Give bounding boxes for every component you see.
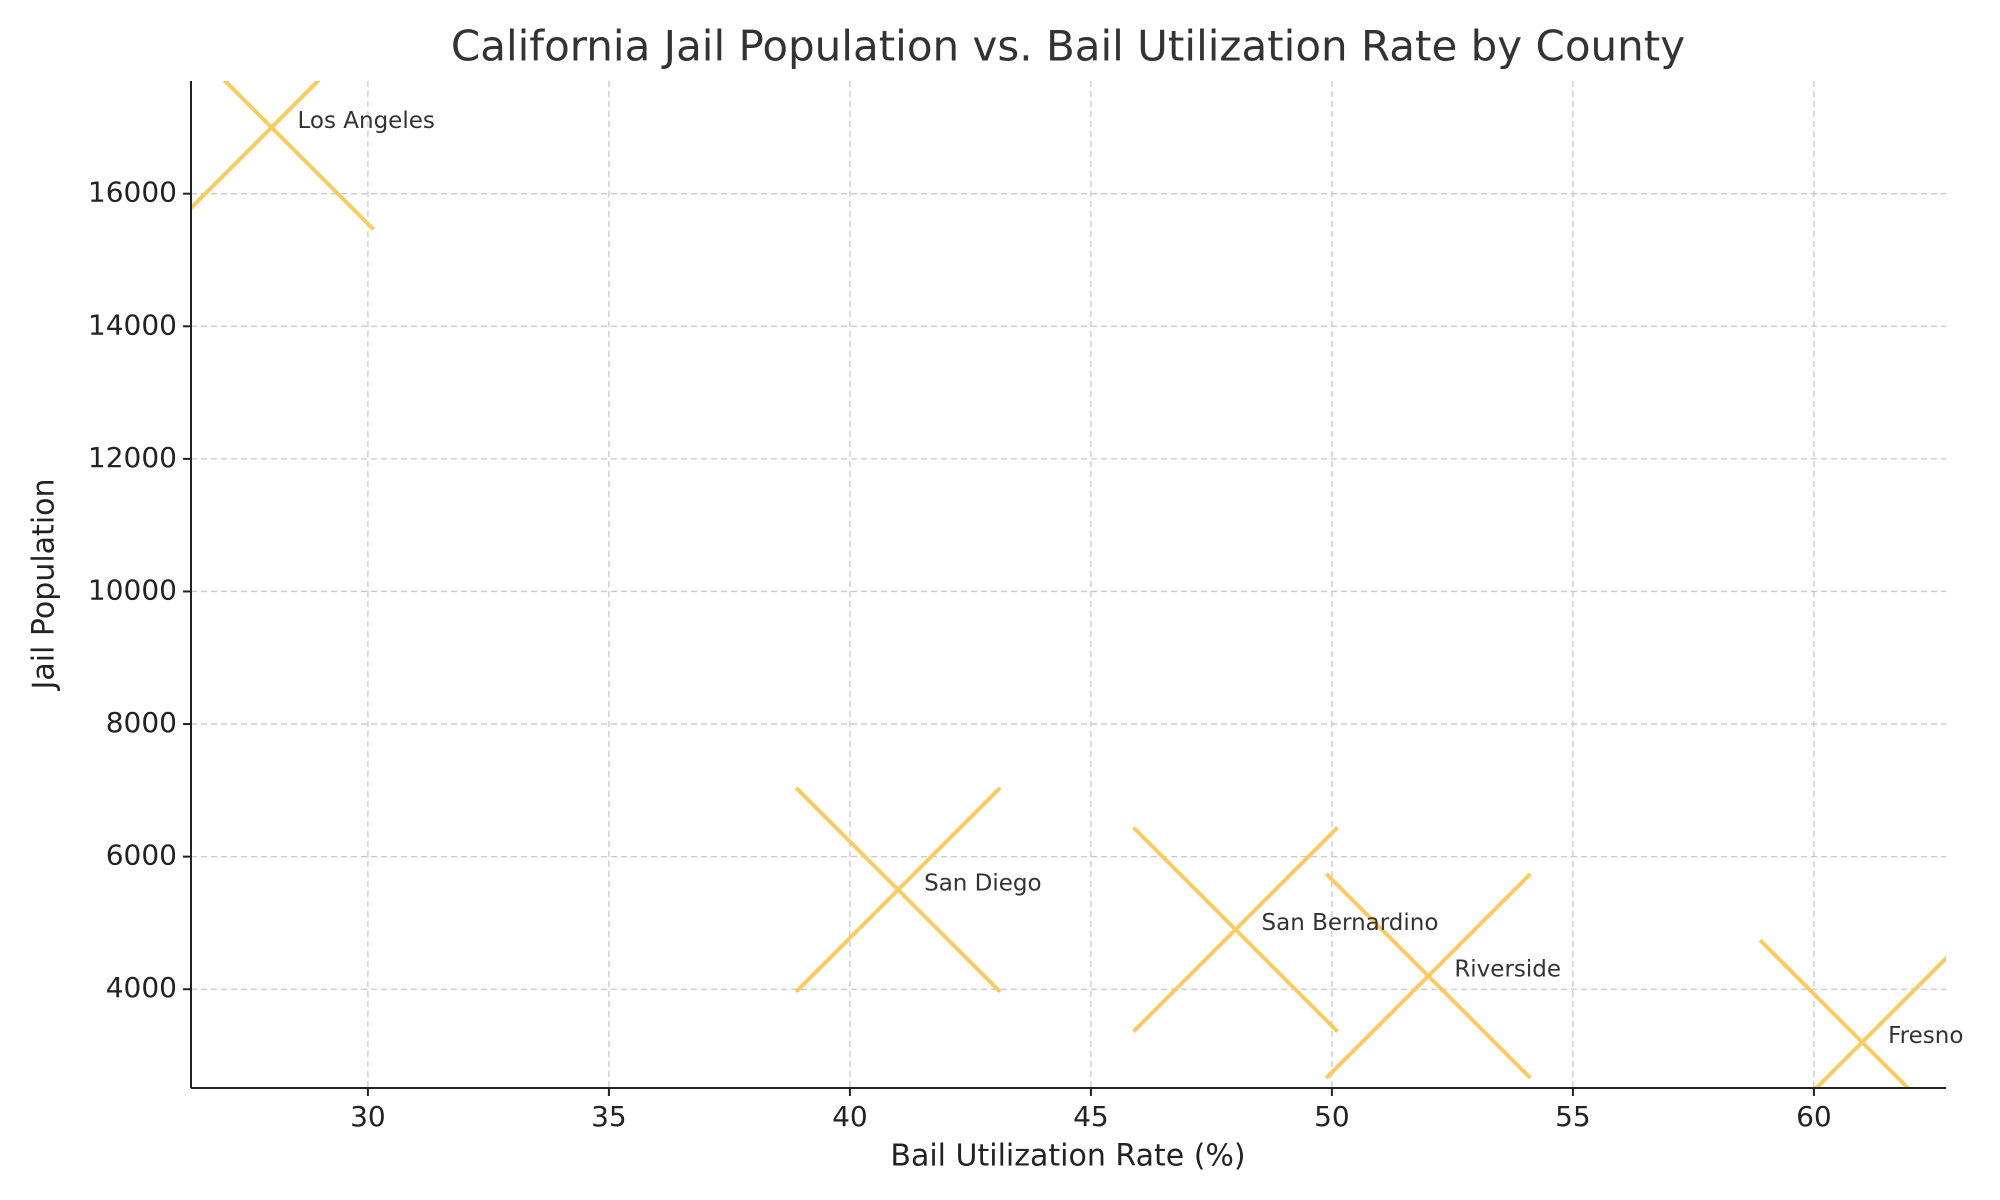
y-axis-title: Jail Population — [27, 478, 62, 691]
grid — [191, 81, 1946, 1088]
x-tick-label: 35 — [591, 1100, 627, 1133]
y-tick-label: 16000 — [88, 176, 177, 209]
marker — [1758, 938, 1946, 1088]
x-tick-label: 30 — [350, 1100, 386, 1133]
x-tick-label: 50 — [1314, 1100, 1350, 1133]
y-tick-label: 6000 — [106, 839, 177, 872]
marker — [794, 786, 1002, 994]
chart-title: California Jail Population vs. Bail Util… — [451, 22, 1685, 71]
x-axis-title: Bail Utilization Rate (%) — [890, 1139, 1245, 1174]
x-tick-label: 40 — [832, 1100, 868, 1133]
marker — [1132, 826, 1339, 1033]
marker — [191, 81, 375, 231]
y-tick-label: 8000 — [106, 706, 177, 739]
y-tick-label: 10000 — [88, 573, 177, 606]
point-label: Fresno — [1888, 1023, 1963, 1049]
point-label: San Diego — [924, 870, 1042, 896]
point-label: Los Angeles — [297, 108, 434, 134]
x-tick-label: 60 — [1796, 1100, 1832, 1133]
y-tick-label: 14000 — [88, 308, 177, 341]
point-label: Riverside — [1454, 956, 1561, 982]
x-tick-label: 45 — [1073, 1100, 1109, 1133]
point-label: San Bernardino — [1262, 910, 1439, 936]
y-tick-label: 12000 — [88, 441, 177, 474]
y-tick-label: 4000 — [106, 971, 177, 1004]
plot-area — [191, 81, 1946, 1088]
x-tick-label: 55 — [1555, 1100, 1591, 1133]
marker — [1324, 872, 1532, 1080]
